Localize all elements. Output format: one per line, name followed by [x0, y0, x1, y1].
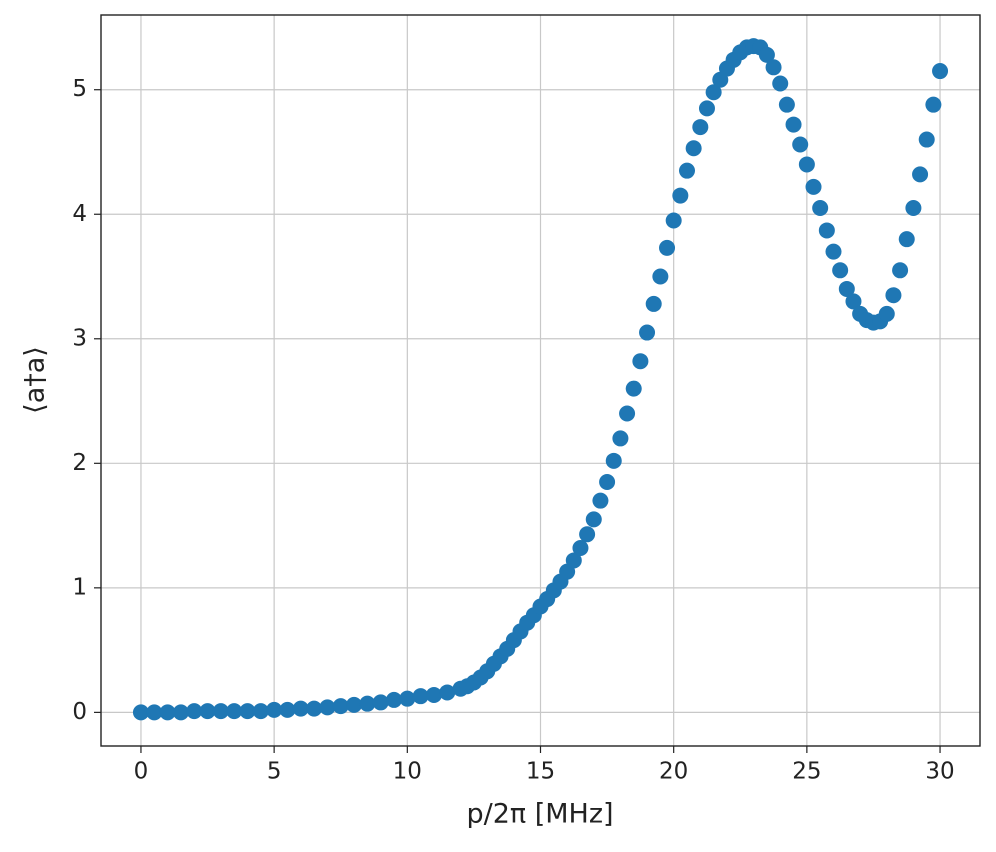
- x-tick-label: 5: [267, 759, 282, 785]
- data-point: [912, 166, 929, 183]
- data-point: [932, 63, 949, 80]
- data-point: [825, 243, 842, 260]
- data-point: [672, 187, 689, 204]
- data-point: [592, 492, 609, 509]
- data-point: [159, 704, 176, 721]
- data-point: [832, 262, 849, 279]
- y-tick-label: 3: [72, 325, 87, 351]
- data-point: [359, 695, 376, 712]
- data-point: [266, 701, 283, 718]
- data-point: [905, 200, 922, 217]
- data-point: [892, 262, 909, 279]
- data-point: [665, 212, 682, 229]
- y-tick-label: 1: [72, 574, 87, 600]
- data-point: [439, 684, 456, 701]
- data-point: [292, 700, 309, 717]
- data-point: [579, 526, 596, 543]
- x-tick-label: 20: [659, 759, 688, 785]
- x-tick-label: 25: [792, 759, 821, 785]
- data-point: [239, 703, 256, 720]
- x-axis-label: p/2π [MHz]: [466, 799, 613, 830]
- data-point: [132, 704, 149, 721]
- data-point: [845, 293, 862, 310]
- data-point: [885, 287, 902, 304]
- data-point: [346, 696, 363, 713]
- data-point: [585, 511, 602, 528]
- x-tick-label: 10: [393, 759, 422, 785]
- data-point: [652, 268, 669, 285]
- data-point: [572, 539, 589, 556]
- data-point: [632, 353, 649, 370]
- data-point: [172, 704, 189, 721]
- data-point: [306, 700, 323, 717]
- data-point: [878, 305, 895, 322]
- data-point: [565, 552, 582, 569]
- data-point: [918, 131, 935, 148]
- data-point: [599, 473, 616, 490]
- data-point: [898, 231, 915, 248]
- data-point: [838, 280, 855, 297]
- data-point: [319, 699, 336, 716]
- y-axis-label: ⟨a†a⟩: [20, 346, 51, 414]
- data-point: [778, 96, 795, 113]
- y-tick-label: 5: [72, 76, 87, 102]
- data-point: [605, 452, 622, 469]
- data-point: [279, 701, 296, 718]
- data-point: [925, 96, 942, 113]
- data-point: [399, 690, 416, 707]
- x-tick-label: 0: [134, 759, 149, 785]
- data-point: [792, 136, 809, 153]
- data-point: [625, 380, 642, 397]
- data-point: [812, 200, 829, 217]
- data-point: [619, 405, 636, 422]
- x-tick-label: 30: [925, 759, 954, 785]
- data-point: [692, 119, 709, 136]
- data-point: [226, 703, 243, 720]
- data-point: [758, 46, 775, 63]
- data-point: [705, 84, 722, 101]
- data-point: [412, 688, 429, 705]
- y-tick-label: 2: [72, 450, 87, 476]
- data-point: [332, 698, 349, 715]
- data-point: [772, 75, 789, 92]
- data-point: [798, 156, 815, 173]
- data-point: [659, 239, 676, 256]
- y-tick-label: 4: [72, 201, 87, 227]
- data-point: [186, 703, 203, 720]
- data-point: [639, 324, 656, 341]
- x-tick-label: 15: [526, 759, 555, 785]
- data-point: [612, 430, 629, 447]
- data-point: [645, 295, 662, 312]
- data-point: [765, 59, 782, 76]
- data-point: [212, 703, 229, 720]
- data-point: [425, 686, 442, 703]
- data-point: [146, 704, 163, 721]
- data-point: [199, 703, 216, 720]
- data-point: [252, 703, 269, 720]
- data-point: [679, 162, 695, 179]
- data-point: [386, 691, 402, 708]
- data-point: [372, 694, 389, 711]
- data-point: [818, 222, 835, 239]
- data-point: [698, 100, 715, 117]
- data-point: [785, 116, 802, 133]
- y-tick-label: 0: [72, 699, 87, 725]
- data-point: [685, 140, 702, 157]
- data-point: [805, 178, 822, 195]
